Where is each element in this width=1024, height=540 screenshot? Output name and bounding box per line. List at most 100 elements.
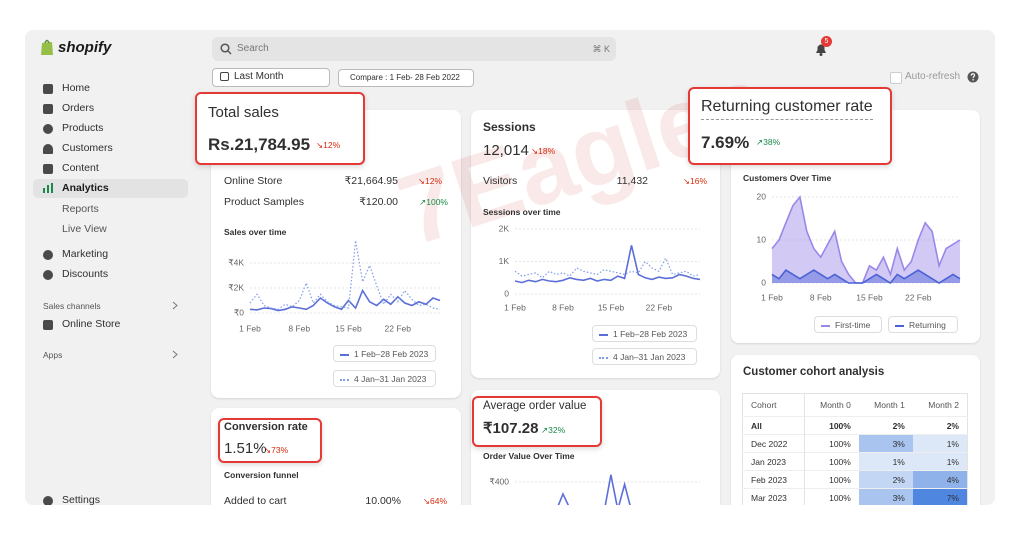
customers-icon (43, 144, 53, 154)
legend-label: 1 Feb–28 Feb 2023 (613, 329, 688, 339)
legend-item[interactable]: 1 Feb–28 Feb 2023 (592, 325, 697, 342)
x-tick-label: 1 Feb (504, 302, 526, 312)
y-tick-label: 10 (757, 234, 767, 244)
legend-label: 1 Feb–28 Feb 2023 (354, 349, 429, 359)
metric-value: 1.51% (224, 440, 267, 457)
cohort-cell: 3% (858, 434, 913, 453)
column-header: Cohort (742, 393, 805, 417)
nav-item[interactable]: Settings (62, 494, 100, 506)
chart-title: Customers Over Time (743, 173, 832, 183)
legend-item[interactable]: 4 Jan–31 Jan 2023 (592, 348, 697, 365)
nav-item[interactable]: Home (62, 82, 91, 94)
period-label: Last Month (234, 71, 284, 82)
legend-item[interactable]: 4 Jan–31 Jan 2023 (333, 370, 436, 387)
nav-active-bg (33, 179, 188, 198)
nav-item[interactable]: Online Store (62, 318, 121, 330)
settings-icon (43, 496, 53, 505)
y-tick-label: 0 (761, 277, 766, 287)
cohort-table: Cohort Month 0 Month 1 Month 2 All 100% 2% 2% De… (742, 393, 968, 505)
logo[interactable]: shopify (58, 39, 112, 56)
metric-value: Rs.21,784.95 (208, 135, 311, 154)
cohort-cell: 1% (858, 452, 913, 471)
y-tick-label: 20 (757, 191, 767, 201)
line (249, 288, 441, 312)
products-icon (43, 124, 53, 134)
nav-item[interactable]: Content (62, 162, 99, 174)
legend-label: First-time (835, 320, 871, 330)
nav-item[interactable]: Discounts (62, 268, 109, 280)
y-tick-label: ₹2K (228, 282, 244, 292)
metric-title: Average order value (483, 400, 587, 412)
orders-icon (43, 104, 53, 114)
nav-subitem[interactable]: Live View (62, 223, 107, 235)
nav-item[interactable]: Orders (62, 102, 95, 114)
cohort-cell: 2% (912, 416, 968, 435)
help-icon[interactable] (967, 71, 979, 83)
column-header: Month 1 (874, 400, 905, 410)
search-box[interactable] (212, 37, 616, 61)
nav-item[interactable]: Analytics (62, 182, 109, 194)
line (514, 245, 701, 284)
legend-item[interactable]: Returning (888, 316, 958, 333)
area (772, 270, 960, 283)
row-label: Online Store (224, 175, 283, 187)
x-tick-label: 22 Feb (905, 292, 932, 302)
card-title: Customer cohort analysis (743, 366, 885, 378)
cohort-cell: 100% (804, 452, 859, 471)
cohort-cell: Dec 2022 (742, 434, 805, 453)
row-label: Added to cart (224, 495, 287, 507)
legend-item[interactable]: First-time (814, 316, 882, 333)
legend-swatch (340, 378, 349, 381)
legend-swatch (895, 324, 904, 327)
metric-title: Sessions (483, 120, 536, 134)
row-value: ₹21,664.95 (344, 175, 398, 187)
chart-title: Sessions over time (483, 207, 561, 217)
section-title: Conversion funnel (224, 470, 299, 480)
cohort-cell: 100% (804, 434, 859, 453)
nav-item[interactable]: Marketing (62, 248, 109, 260)
cohort-cell: 100% (804, 416, 859, 435)
nav-item[interactable]: Products (62, 122, 104, 134)
legend-swatch (821, 324, 830, 327)
legend-label: 4 Jan–31 Jan 2023 (354, 374, 427, 384)
auto-refresh-checkbox[interactable] (890, 72, 902, 84)
nav-subitem[interactable]: Reports (62, 203, 99, 215)
cohort-cell: Jan 2023 (742, 452, 805, 471)
sales-chart: ₹4K ₹2K ₹0 1 Feb 8 Feb 15 Feb 22 Feb (228, 240, 441, 333)
row-value: 11,432 (616, 175, 648, 187)
legend-swatch (340, 353, 349, 356)
x-tick-label: 8 Feb (288, 323, 310, 333)
metric-change: 12% (316, 138, 340, 152)
chevron (172, 350, 178, 359)
row-change: 64% (405, 494, 447, 505)
compare-label: Compare : 1 Feb- 28 Feb 2022 (350, 73, 460, 82)
search-placeholder: Search (237, 43, 269, 54)
cohort-cell: 7% (912, 488, 968, 505)
line (514, 256, 701, 279)
cohort-cell: All (742, 416, 805, 435)
discounts-icon (43, 270, 53, 280)
area (772, 197, 960, 283)
header-row: Cohort Month 0 Month 1 Month 2 (742, 393, 968, 417)
section-label[interactable]: Apps (43, 350, 63, 360)
compare-button[interactable] (338, 69, 474, 87)
cohort-row: Mar 2023 100% 3% 7% (742, 488, 968, 505)
cohort-cell: Mar 2023 (742, 488, 805, 505)
section-label[interactable]: Sales channels (43, 301, 101, 311)
cohort-cell: 1% (912, 452, 968, 471)
chart-title: Sales over time (224, 227, 287, 237)
bell-icon[interactable] (814, 42, 828, 56)
metric-change: 73% (264, 443, 288, 457)
cohort-cell: 1% (912, 434, 968, 453)
metric-title: Returning customer rate (701, 97, 873, 120)
nav-item[interactable]: Customers (62, 142, 113, 154)
y-tick-label: 0 (504, 288, 509, 298)
y-tick-label: 2K (499, 223, 510, 233)
sessions-chart: 2K 1K 0 1 Feb 8 Feb 15 Feb 22 Feb (499, 223, 701, 312)
period-button[interactable] (212, 68, 330, 87)
legend-item[interactable]: 1 Feb–28 Feb 2023 (333, 345, 436, 362)
metric-title: Conversion rate (224, 421, 308, 433)
legend-swatch (599, 356, 608, 359)
legend-swatch (599, 333, 608, 336)
